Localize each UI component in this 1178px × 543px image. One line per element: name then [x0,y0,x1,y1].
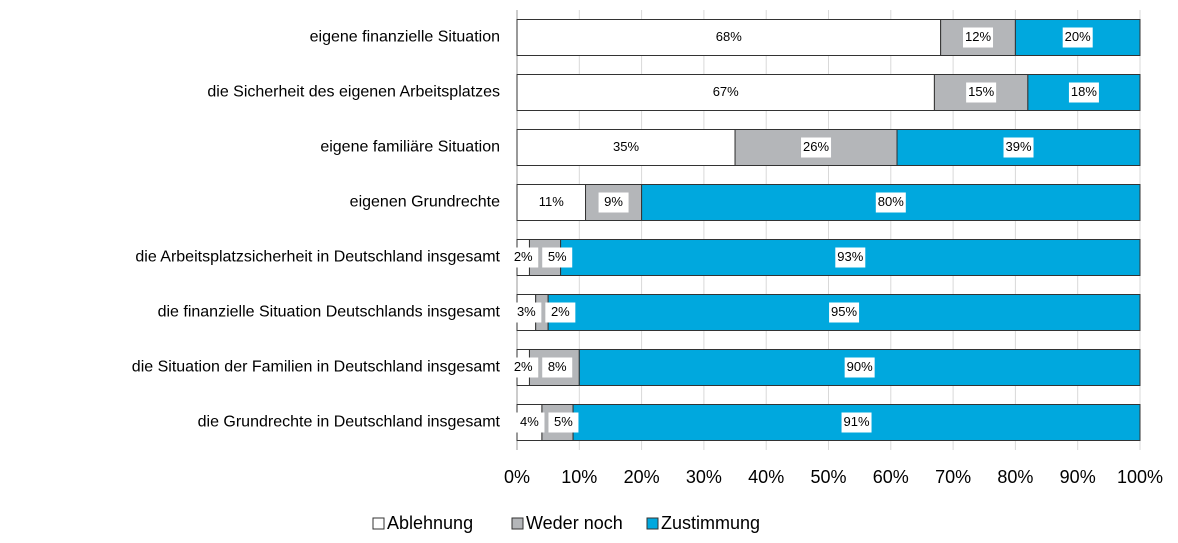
data-label: 11% [539,194,564,209]
data-label: 20% [1065,29,1091,44]
legend-swatch [372,517,385,530]
label-box [710,82,741,103]
data-label: 39% [1005,139,1031,154]
category-label: die Situation der Familien in Deutschlan… [132,359,501,376]
label-box [835,247,866,268]
legend-label: Weder noch [526,513,623,533]
category-label: die finanzielle Situation Deutschlands i… [158,304,501,321]
x-tick-label: 60% [873,467,909,487]
data-label: 12% [965,29,991,44]
category-label: eigene familiäre Situation [320,139,500,156]
category-label: die Sicherheit des eigenen Arbeitsplatze… [207,84,500,101]
x-tick-label: 40% [748,467,784,487]
label-box [548,412,579,433]
label-box [542,357,573,378]
label-box [514,412,545,433]
data-label: 80% [878,194,904,209]
x-tick-label: 70% [935,467,971,487]
data-label: 2% [551,304,570,319]
data-label: 95% [831,304,857,319]
data-label: 3% [517,304,536,319]
category-label: eigenen Grundrechte [350,194,500,211]
category-label: eigene finanzielle Situation [310,29,500,46]
label-box [1003,137,1034,158]
data-label: 15% [968,84,994,99]
label-box [966,82,997,103]
label-box [536,192,567,213]
category-label: die Grundrechte in Deutschland insgesamt [198,414,501,431]
data-label: 90% [847,359,873,374]
label-box [598,192,629,213]
data-label: 68% [716,29,742,44]
x-tick-label: 50% [810,467,846,487]
data-label: 8% [548,359,567,374]
label-box [542,247,573,268]
data-label: 93% [837,249,863,264]
x-tick-label: 30% [686,467,722,487]
label-box [844,357,875,378]
label-box [829,302,860,323]
data-label: 26% [803,139,829,154]
category-label: die Arbeitsplatzsicherheit in Deutschlan… [135,249,500,266]
legend-swatch [646,517,659,530]
legend-label: Ablehnung [387,513,473,533]
data-label: 2% [514,359,533,374]
x-tick-label: 0% [504,467,530,487]
bar-segment [1014,19,1141,56]
data-label: 5% [554,414,573,429]
data-label: 4% [520,414,539,429]
x-tick-label: 10% [561,467,597,487]
x-tick-label: 20% [624,467,660,487]
label-box [545,302,576,323]
label-box [508,357,539,378]
data-label: 67% [713,84,739,99]
data-label: 18% [1071,84,1097,99]
label-box [1062,27,1093,48]
legend-swatch [511,517,524,530]
data-label: 5% [548,249,567,264]
label-box [875,192,906,213]
label-box [611,137,642,158]
data-label: 9% [604,194,623,209]
data-label: 91% [844,414,870,429]
x-tick-label: 80% [997,467,1033,487]
label-box [1068,82,1099,103]
label-box [511,302,542,323]
label-box [841,412,872,433]
label-box [801,137,832,158]
label-box [963,27,994,48]
data-label: 2% [514,249,533,264]
legend-label: Zustimmung [661,513,760,533]
data-label: 35% [613,139,639,154]
label-box [713,27,744,48]
x-tick-label: 90% [1060,467,1096,487]
x-tick-label: 100% [1117,467,1163,487]
label-box [508,247,539,268]
